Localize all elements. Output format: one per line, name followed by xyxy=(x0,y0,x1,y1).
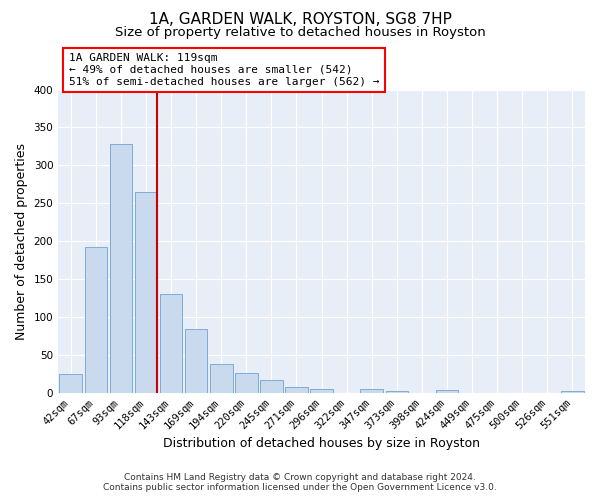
Y-axis label: Number of detached properties: Number of detached properties xyxy=(15,143,28,340)
Bar xyxy=(361,389,383,393)
Bar xyxy=(235,374,257,393)
Bar xyxy=(386,392,408,393)
Text: Size of property relative to detached houses in Royston: Size of property relative to detached ho… xyxy=(115,26,485,39)
Text: 1A, GARDEN WALK, ROYSTON, SG8 7HP: 1A, GARDEN WALK, ROYSTON, SG8 7HP xyxy=(149,12,451,28)
Bar xyxy=(285,387,308,393)
Bar xyxy=(85,246,107,393)
Text: 1A GARDEN WALK: 119sqm
← 49% of detached houses are smaller (542)
51% of semi-de: 1A GARDEN WALK: 119sqm ← 49% of detached… xyxy=(69,54,379,86)
Bar xyxy=(59,374,82,393)
Bar xyxy=(210,364,233,393)
Bar xyxy=(185,328,208,393)
Bar xyxy=(134,192,157,393)
Bar xyxy=(436,390,458,393)
X-axis label: Distribution of detached houses by size in Royston: Distribution of detached houses by size … xyxy=(163,437,480,450)
Bar xyxy=(160,294,182,393)
Bar xyxy=(310,389,333,393)
Bar xyxy=(110,144,132,393)
Bar xyxy=(260,380,283,393)
Bar xyxy=(561,390,584,393)
Text: Contains HM Land Registry data © Crown copyright and database right 2024.
Contai: Contains HM Land Registry data © Crown c… xyxy=(103,473,497,492)
